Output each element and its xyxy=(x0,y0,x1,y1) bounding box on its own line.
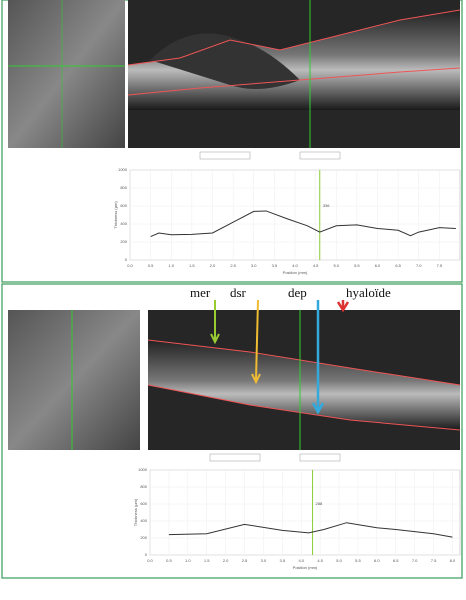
x-tick-label: 3.0 xyxy=(251,263,257,268)
x-tick-label: 1.0 xyxy=(168,263,174,268)
x-tick-label: 6.0 xyxy=(375,263,381,268)
detachment xyxy=(150,33,300,89)
x-tick-label: 5.0 xyxy=(336,558,342,563)
x-tick-label: 2.5 xyxy=(230,263,236,268)
x-tick-label: 4.5 xyxy=(313,263,319,268)
x-tick-label: 3.5 xyxy=(272,263,278,268)
x-tick-label: 5.0 xyxy=(333,263,339,268)
cursor-label: 288 xyxy=(316,501,323,506)
x-tick-label: 1.5 xyxy=(189,263,195,268)
x-tick-label: 6.0 xyxy=(374,558,380,563)
arrow xyxy=(336,300,350,313)
y-tick-label: 400 xyxy=(120,221,127,226)
x-tick-label: 3.5 xyxy=(280,558,286,563)
x-axis-label: Position (mm) xyxy=(293,565,318,570)
toolbar xyxy=(199,151,251,160)
x-tick-label: 1.0 xyxy=(185,558,191,563)
y-tick-label: 200 xyxy=(120,239,127,244)
arrow xyxy=(251,299,261,385)
x-tick-label: 4.0 xyxy=(292,263,298,268)
x-tick-label: 5.5 xyxy=(355,558,361,563)
layer-line xyxy=(127,67,461,96)
x-tick-label: 0.0 xyxy=(147,558,153,563)
x-tick-label: 7.5 xyxy=(431,558,437,563)
plot-area xyxy=(149,469,461,556)
y-axis-label: Thickness (µm) xyxy=(113,201,118,229)
y-tick-label: 800 xyxy=(140,484,147,489)
x-tick-label: 7.0 xyxy=(412,558,418,563)
thickness-line xyxy=(150,210,456,238)
x-tick-label: 2.5 xyxy=(242,558,248,563)
x-tick-label: 6.5 xyxy=(393,558,399,563)
x-tick-label: 6.5 xyxy=(395,263,401,268)
y-tick-label: 600 xyxy=(140,501,147,506)
fundus-image xyxy=(8,310,140,450)
toolbar xyxy=(299,453,341,462)
x-tick-label: 0.5 xyxy=(148,263,154,268)
y-tick-label: 1000 xyxy=(118,167,128,172)
x-tick-label: 2.0 xyxy=(223,558,229,563)
x-axis-label: Position (mm) xyxy=(283,270,308,275)
y-axis-label: Thickness (µm) xyxy=(133,498,138,526)
x-tick-label: 7.5 xyxy=(437,263,443,268)
x-tick-label: 7.0 xyxy=(416,263,422,268)
x-tick-label: 0.5 xyxy=(166,558,172,563)
panel-border xyxy=(1,0,463,283)
x-tick-label: 8.0 xyxy=(450,558,456,563)
y-tick-label: 0 xyxy=(125,257,128,262)
arrow xyxy=(311,300,325,415)
x-tick-label: 4.0 xyxy=(298,558,304,563)
retina xyxy=(128,10,460,110)
x-tick-label: 1.5 xyxy=(204,558,210,563)
y-tick-label: 600 xyxy=(120,203,127,208)
y-tick-label: 400 xyxy=(140,518,147,523)
thickness-chart: 0 200 400 600 800 1000 0.0 0.5 1.0 1.5 2.0 2.5 3.0 3.… xyxy=(113,167,461,275)
annotation: hyaloïde xyxy=(346,285,391,300)
toolbar xyxy=(299,151,341,160)
cursor-label: 336 xyxy=(323,203,330,208)
panel-border xyxy=(1,283,463,579)
x-tick-label: 2.0 xyxy=(210,263,216,268)
toolbar xyxy=(209,453,261,462)
y-tick-label: 200 xyxy=(140,535,147,540)
x-tick-label: 0.0 xyxy=(127,263,133,268)
x-tick-label: 3.0 xyxy=(261,558,267,563)
annotation: mer xyxy=(190,285,211,300)
fundus-image xyxy=(8,0,125,148)
annotation: dsr xyxy=(230,285,247,300)
thickness-chart: 0 200 400 600 800 1000 0.0 0.5 1.0 1.5 2.0 2.5 3.0 3.… xyxy=(133,467,461,570)
arrow xyxy=(210,300,220,345)
x-tick-label: 5.5 xyxy=(354,263,360,268)
y-tick-label: 0 xyxy=(145,552,148,557)
x-tick-label: 4.5 xyxy=(317,558,323,563)
y-tick-label: 800 xyxy=(120,185,127,190)
annotation: dep xyxy=(288,285,307,300)
retina xyxy=(148,340,460,430)
y-tick-label: 1000 xyxy=(138,467,148,472)
thickness-line xyxy=(168,522,453,538)
layer-line xyxy=(127,9,461,66)
